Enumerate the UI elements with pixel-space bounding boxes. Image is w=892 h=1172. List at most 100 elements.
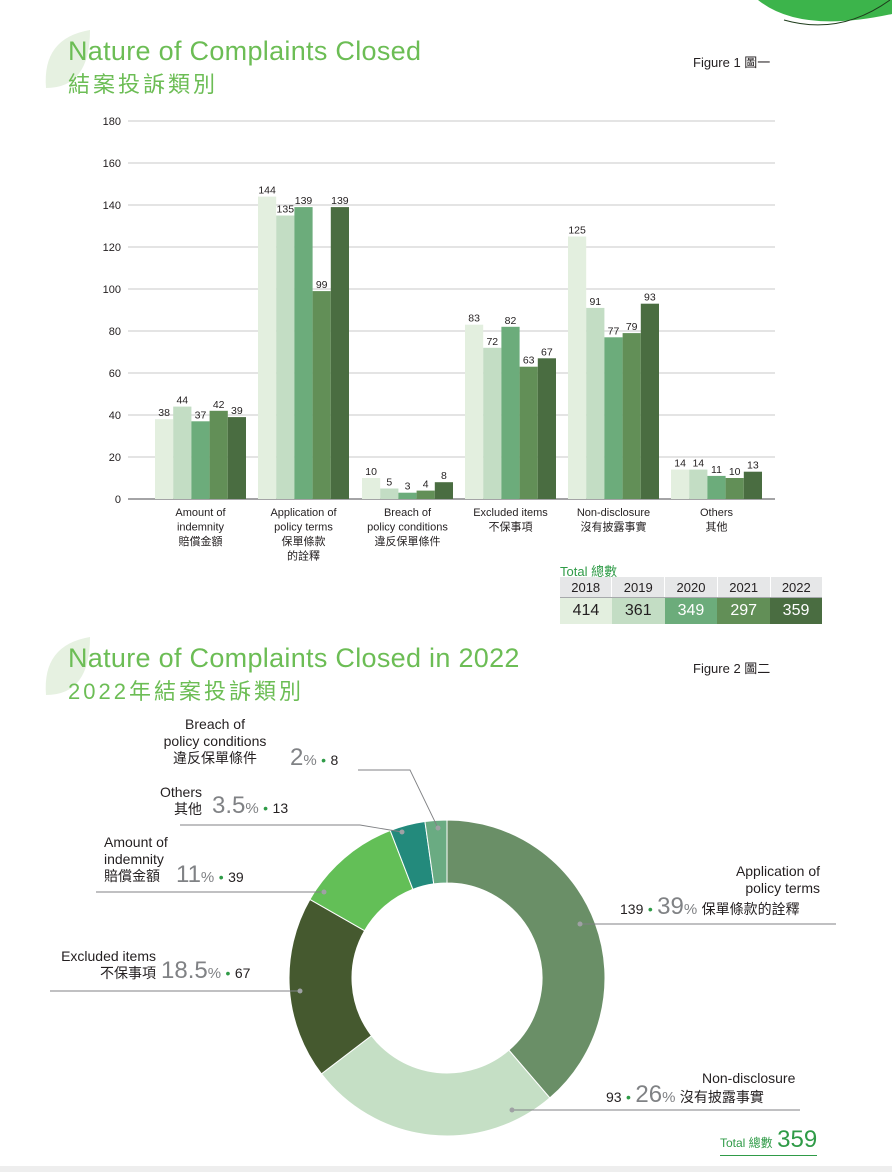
slice-pct-breach: 2	[290, 744, 304, 771]
y-tick-label: 60	[109, 368, 121, 380]
separator-dot: •	[225, 965, 231, 981]
donut-total-label: Total 總數	[720, 1136, 773, 1150]
y-tick-label: 40	[109, 410, 121, 422]
slice-pct-unit-excluded: %	[207, 965, 222, 982]
slice-label-breach-en2: policy conditions	[163, 733, 267, 749]
slice-value-others: 3.5% • 13	[212, 792, 288, 820]
bar-value-label: 14	[692, 458, 704, 470]
bar-2021	[416, 490, 435, 499]
leader-dot-excluded	[297, 988, 303, 994]
x-category-label: Application of	[270, 507, 337, 519]
bar-value-label: 38	[158, 407, 170, 419]
bar-value-label: 13	[747, 460, 759, 472]
x-category-label: policy conditions	[367, 522, 448, 534]
figure2-label: Figure 2 圖二	[693, 661, 771, 676]
bar-2019	[586, 307, 605, 499]
slice-pct-application: 39	[657, 893, 684, 920]
bar-value-label: 139	[295, 195, 313, 207]
bar-2021	[622, 333, 641, 499]
leader-line-breach	[358, 769, 439, 829]
bar-2020	[398, 492, 417, 499]
bar-2020	[604, 337, 623, 499]
slice-value-amount: 11% • 39	[176, 861, 244, 889]
figure1-title-zh: 結案投訴類別	[68, 72, 219, 97]
bar-2019	[483, 347, 502, 499]
slice-label-amount-en1: Amount of	[104, 834, 168, 850]
bar-value-label: 42	[213, 399, 225, 411]
bar-2018	[258, 196, 277, 499]
y-tick-label: 80	[109, 326, 121, 338]
totals-value-2018: 414	[560, 597, 612, 624]
slice-label-nondisclosure-zh: 沒有披露事實	[679, 1089, 764, 1105]
slice-pct-unit-application: %	[683, 901, 698, 918]
x-category-label: Non-disclosure	[577, 507, 650, 519]
y-tick-label: 100	[103, 284, 121, 296]
donut-total-value: 359	[777, 1126, 818, 1153]
bar-2018	[568, 236, 587, 499]
slice-value-breach: 2% • 8	[290, 744, 338, 772]
bar-value-label: 3	[405, 481, 411, 493]
separator-dot: •	[218, 869, 224, 885]
bar-2019	[380, 488, 399, 499]
bar-2022	[330, 207, 349, 499]
bar-value-label: 72	[486, 336, 498, 348]
donut-slice-nondisclosure	[320, 1034, 551, 1137]
bar-2019	[173, 406, 192, 499]
bar-value-label: 10	[365, 466, 377, 478]
x-category-label: Others	[700, 507, 734, 519]
bar-chart: 0204060801001201401601803814410831251444…	[103, 116, 775, 563]
slice-count-amount: 39	[228, 869, 244, 885]
leader-dot-others	[399, 829, 405, 835]
bar-2021	[725, 478, 744, 499]
slice-label-others-en: Others	[159, 784, 202, 800]
bar-2022	[743, 471, 762, 499]
slice-pct-unit-nondisclosure: %	[662, 1089, 676, 1106]
bar-value-label: 93	[644, 292, 656, 304]
bar-value-label: 67	[541, 346, 553, 358]
slice-pct-unit-amount: %	[200, 869, 215, 886]
slice-pct-unit-breach: %	[303, 752, 317, 769]
donut-total: Total 總數 359	[720, 1126, 818, 1156]
y-tick-label: 160	[103, 158, 121, 170]
slice-value-nondisclosure: 93 • 26% 沒有披露事實	[606, 1081, 764, 1109]
bar-value-label: 82	[505, 315, 517, 327]
x-category-label: 保單條款	[282, 534, 326, 548]
slice-count-others: 13	[272, 800, 289, 816]
donut-chart	[50, 769, 836, 1137]
bar-2020	[501, 326, 520, 499]
slice-value-application: 139 • 39% 保單條款的詮釋	[620, 893, 800, 921]
bar-2022	[537, 358, 556, 499]
slice-count-application: 139	[620, 901, 644, 917]
slice-label-amount-en2: indemnity	[104, 851, 164, 867]
slice-label-excluded-en: Excluded items	[61, 948, 156, 964]
slice-label-application-en2: policy terms	[745, 880, 820, 896]
slice-label-others-zh: 其他	[174, 801, 202, 817]
slice-pct-nondisclosure: 26	[635, 1081, 663, 1108]
x-category-label: Breach of	[384, 507, 432, 519]
totals-label: Total 總數	[560, 564, 618, 579]
slice-label-application-en1: Application of	[735, 863, 820, 879]
totals-value-2021: 297	[717, 597, 771, 624]
bar-value-label: 8	[441, 470, 447, 482]
bar-2019	[689, 469, 708, 499]
bar-value-label: 44	[176, 395, 188, 407]
bar-value-label: 77	[608, 325, 620, 337]
x-category-label: Amount of	[175, 507, 226, 519]
figure2-title-en: Nature of Complaints Closed in 2022	[68, 643, 520, 673]
bar-2018	[465, 324, 484, 499]
y-tick-label: 120	[103, 242, 121, 254]
bar-value-label: 144	[258, 185, 276, 197]
x-category-label: 賠償金額	[179, 534, 223, 548]
bar-2018	[362, 478, 381, 499]
bar-2021	[209, 410, 228, 499]
y-tick-label: 0	[115, 494, 121, 506]
bar-2020	[707, 475, 726, 499]
title-leaf-decoration	[45, 30, 90, 88]
x-category-label: 其他	[706, 521, 728, 534]
bar-value-label: 10	[729, 466, 741, 478]
x-category-label: 不保事項	[489, 520, 533, 534]
bar-value-label: 4	[423, 479, 429, 491]
slice-label-breach: Breach of policy conditions 違反保單條件	[150, 716, 280, 767]
bar-value-label: 91	[589, 296, 601, 308]
bar-value-label: 39	[231, 405, 243, 417]
